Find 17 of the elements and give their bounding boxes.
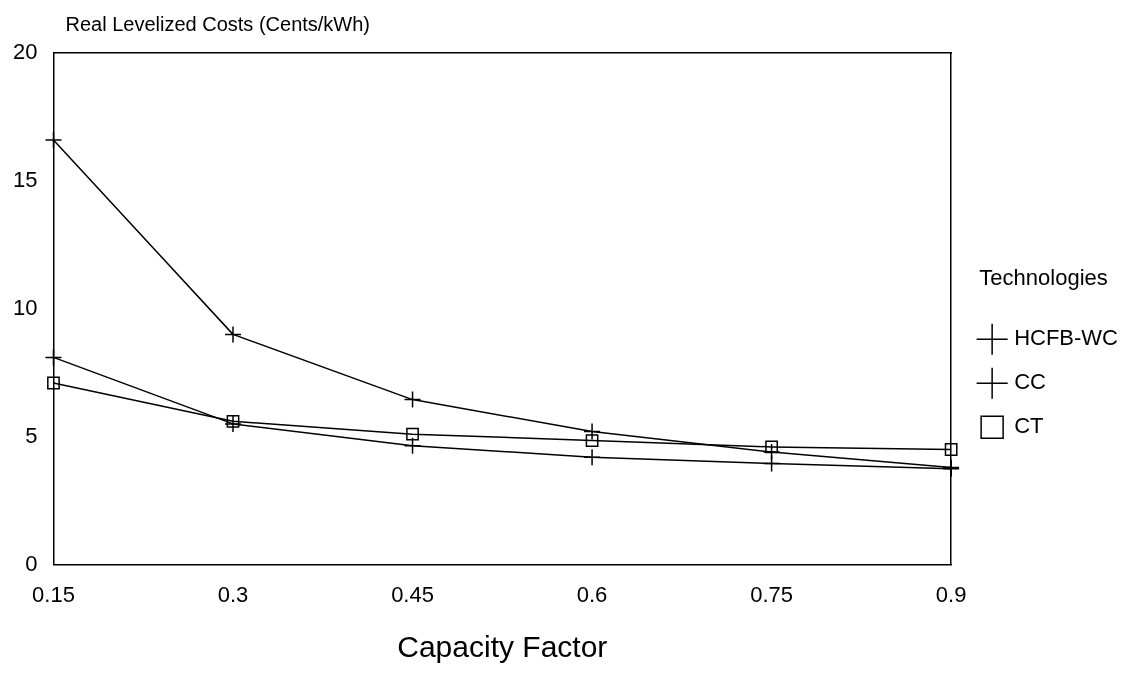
y-axis-title: Real Levelized Costs (Cents/kWh) <box>65 12 371 35</box>
x-tick-label: 0.15 <box>32 581 75 607</box>
x-tick-label: 0.75 <box>750 581 794 607</box>
y-tick-label: 0 <box>25 550 38 576</box>
legend-label: HCFB-WC <box>1014 325 1119 351</box>
y-tick-label: 5 <box>25 422 38 448</box>
legend-label: CC <box>1014 369 1047 395</box>
y-tick-label: 15 <box>12 166 38 192</box>
y-tick-label: 20 <box>12 39 38 65</box>
x-tick-label: 0.9 <box>935 581 967 607</box>
x-tick-label: 0.6 <box>576 581 608 607</box>
y-tick-label: 10 <box>12 294 38 320</box>
legend-title: Technologies <box>979 264 1108 290</box>
x-tick-label: 0.3 <box>217 581 249 607</box>
x-tick-label: 0.45 <box>391 581 434 607</box>
x-axis-title: Capacity Factor <box>397 630 608 664</box>
legend-label: CT <box>1014 413 1044 439</box>
